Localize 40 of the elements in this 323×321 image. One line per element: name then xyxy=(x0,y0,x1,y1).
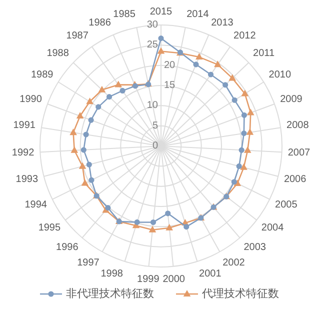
spoke-label: 1987 xyxy=(66,30,89,42)
spoke-label: 2004 xyxy=(261,222,284,234)
spoke-label: 2011 xyxy=(253,48,275,60)
spoke-label: 1994 xyxy=(24,200,48,211)
spoke-label: 1986 xyxy=(88,17,112,28)
spoke-label: 2013 xyxy=(211,17,234,28)
legend-label: 代理技术特征数 xyxy=(201,287,279,300)
spoke-label: 1999 xyxy=(137,274,160,285)
spoke-label: 2007 xyxy=(288,147,311,158)
y-tick-label: 25 xyxy=(146,40,158,51)
spoke-label: 2008 xyxy=(286,120,310,132)
spoke-label: 2005 xyxy=(275,200,298,211)
y-tick-label: 0 xyxy=(152,140,158,152)
y-tick-label: 30 xyxy=(146,20,158,30)
y-tick-label: 5 xyxy=(152,120,158,132)
spoke-label: 2006 xyxy=(284,174,307,186)
y-tick-label: 15 xyxy=(164,80,176,91)
spoke-label: 1998 xyxy=(100,268,124,280)
spoke-label: 2012 xyxy=(234,30,256,42)
y-tick-label: 10 xyxy=(146,100,158,112)
spoke-label: 1995 xyxy=(38,222,62,234)
spoke-label: 1990 xyxy=(20,94,42,105)
spoke-label: 1997 xyxy=(77,258,100,269)
y-tick-label: 20 xyxy=(164,60,176,71)
spoke-label: 2000 xyxy=(162,274,186,285)
spoke-label: 2001 xyxy=(199,268,222,280)
spoke-label: 2009 xyxy=(280,94,303,105)
spoke-label: 2015 xyxy=(150,6,173,18)
spoke-label: 2003 xyxy=(244,242,266,254)
spoke-label: 1988 xyxy=(46,48,70,60)
spoke-label: 1985 xyxy=(113,9,136,20)
spoke-label: 1991 xyxy=(13,120,36,132)
spoke-label: 2010 xyxy=(268,70,292,81)
legend-label: 非代理技术特征数 xyxy=(66,287,154,300)
spoke-label: 1992 xyxy=(12,147,35,158)
spoke-label: 1993 xyxy=(16,174,38,186)
spoke-label: 2014 xyxy=(186,9,210,20)
spoke-label: 2002 xyxy=(222,258,246,269)
spoke-label: 1989 xyxy=(30,70,54,81)
spoke-label: 1996 xyxy=(56,242,79,254)
